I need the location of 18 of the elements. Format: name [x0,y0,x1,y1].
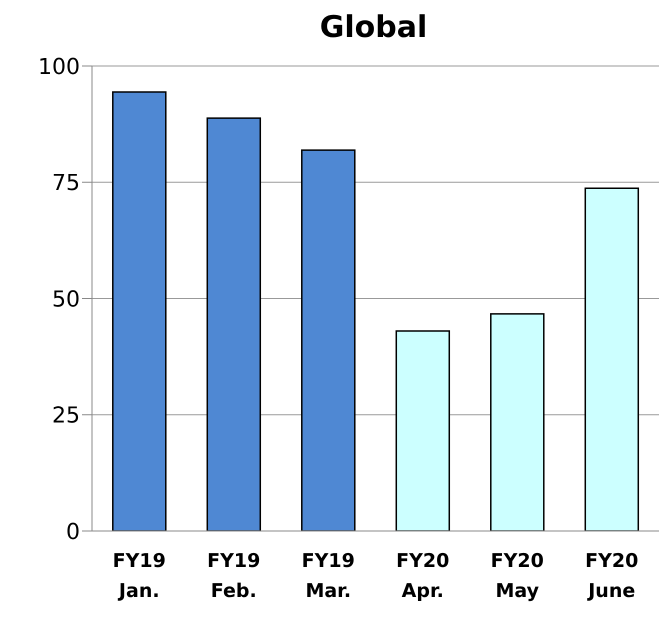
y-tick-label: 50 [52,287,80,312]
bar [396,330,450,531]
x-tick-label: FY20 May [490,550,544,602]
y-tick-label: 100 [38,54,80,80]
bar [112,91,167,531]
y-tick-label: 75 [52,171,80,196]
y-tick-label: 0 [66,520,80,545]
x-tick-label: FY20 June [585,550,638,602]
x-tick-label: FY20 Apr. [396,550,450,602]
x-tick-label: FY19 Mar. [302,550,355,602]
bar [584,188,640,531]
x-tick-label: FY19 Jan. [112,550,166,602]
bar [490,313,545,531]
chart-title: Global [318,9,428,47]
y-tick-label: 25 [52,404,80,429]
x-tick-label: FY19 Feb. [207,550,260,602]
bar [206,117,262,531]
bar [301,149,356,531]
